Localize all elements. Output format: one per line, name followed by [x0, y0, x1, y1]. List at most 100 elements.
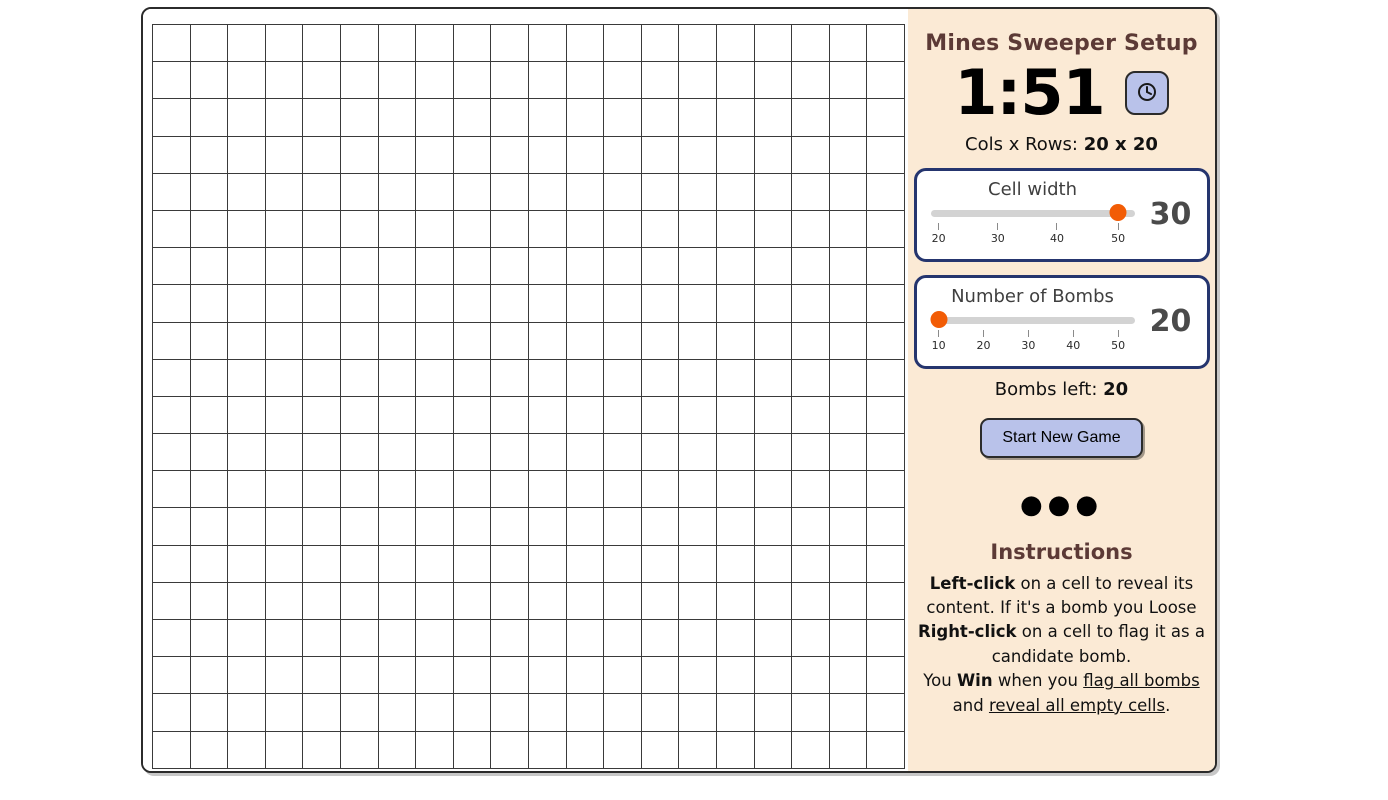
mine-cell[interactable]	[416, 396, 454, 435]
mine-cell[interactable]	[265, 582, 304, 620]
mine-cell[interactable]	[416, 25, 454, 63]
mine-cell[interactable]	[716, 62, 755, 100]
mine-cell[interactable]	[679, 285, 717, 323]
mine-cell[interactable]	[604, 62, 642, 100]
bombs-count-knob[interactable]	[930, 311, 948, 328]
mine-cell[interactable]	[228, 508, 266, 546]
bombs-count-slider[interactable]	[930, 311, 1135, 328]
mine-cell[interactable]	[792, 136, 830, 174]
mine-cell[interactable]	[416, 508, 454, 546]
mine-cell[interactable]	[867, 285, 905, 323]
mine-cell[interactable]	[566, 545, 605, 583]
mine-cell[interactable]	[754, 657, 793, 695]
mine-cell[interactable]	[453, 173, 492, 211]
mine-cell[interactable]	[829, 359, 868, 397]
mine-cell[interactable]	[829, 248, 868, 286]
mine-cell[interactable]	[453, 248, 492, 286]
mine-cell[interactable]	[867, 248, 905, 286]
mine-cell[interactable]	[228, 99, 266, 137]
mine-cell[interactable]	[641, 396, 680, 435]
mine-cell[interactable]	[792, 99, 830, 137]
mine-cell[interactable]	[754, 210, 793, 249]
mine-cell[interactable]	[303, 99, 341, 137]
mine-cell[interactable]	[566, 471, 605, 509]
mine-cell[interactable]	[303, 508, 341, 546]
mine-cell[interactable]	[679, 582, 717, 620]
mine-cell[interactable]	[453, 545, 492, 583]
mine-cell[interactable]	[867, 99, 905, 137]
mine-cell[interactable]	[566, 25, 605, 63]
mine-cell[interactable]	[378, 322, 417, 360]
mine-cell[interactable]	[153, 248, 191, 286]
mine-cell[interactable]	[453, 731, 492, 769]
mine-cell[interactable]	[867, 694, 905, 732]
mine-cell[interactable]	[867, 322, 905, 360]
mine-cell[interactable]	[265, 359, 304, 397]
mine-cell[interactable]	[153, 210, 191, 249]
mine-cell[interactable]	[604, 210, 642, 249]
mine-cell[interactable]	[153, 173, 191, 211]
mine-cell[interactable]	[641, 508, 680, 546]
mine-cell[interactable]	[528, 136, 567, 174]
mine-cell[interactable]	[566, 434, 605, 472]
mine-cell[interactable]	[340, 25, 379, 63]
mine-cell[interactable]	[604, 508, 642, 546]
mine-cell[interactable]	[716, 322, 755, 360]
mine-cell[interactable]	[754, 582, 793, 620]
mine-cell[interactable]	[491, 508, 529, 546]
mine-cell[interactable]	[491, 285, 529, 323]
mine-cell[interactable]	[153, 731, 191, 769]
mine-cell[interactable]	[491, 396, 529, 435]
mine-cell[interactable]	[867, 173, 905, 211]
mine-cell[interactable]	[265, 210, 304, 249]
mine-cell[interactable]	[566, 99, 605, 137]
mine-cell[interactable]	[190, 285, 229, 323]
mine-cell[interactable]	[754, 471, 793, 509]
mine-cell[interactable]	[453, 99, 492, 137]
mine-cell[interactable]	[416, 620, 454, 658]
mine-cell[interactable]	[829, 136, 868, 174]
mine-cell[interactable]	[528, 508, 567, 546]
mine-cell[interactable]	[265, 285, 304, 323]
mine-cell[interactable]	[491, 545, 529, 583]
mine-cell[interactable]	[153, 359, 191, 397]
mine-cell[interactable]	[153, 99, 191, 137]
mine-cell[interactable]	[716, 25, 755, 63]
mine-cell[interactable]	[716, 136, 755, 174]
mine-cell[interactable]	[792, 620, 830, 658]
mine-cell[interactable]	[453, 657, 492, 695]
mine-cell[interactable]	[528, 99, 567, 137]
mine-cell[interactable]	[378, 545, 417, 583]
mine-cell[interactable]	[340, 731, 379, 769]
mine-cell[interactable]	[453, 434, 492, 472]
mine-cell[interactable]	[491, 173, 529, 211]
mine-cell[interactable]	[303, 620, 341, 658]
mine-cell[interactable]	[378, 582, 417, 620]
mine-cell[interactable]	[566, 136, 605, 174]
mine-cell[interactable]	[303, 582, 341, 620]
mine-cell[interactable]	[265, 545, 304, 583]
mine-cell[interactable]	[416, 210, 454, 249]
mine-cell[interactable]	[453, 210, 492, 249]
mine-cell[interactable]	[792, 545, 830, 583]
mine-cell[interactable]	[528, 396, 567, 435]
mine-cell[interactable]	[604, 99, 642, 137]
mine-cell[interactable]	[190, 694, 229, 732]
mine-cell[interactable]	[491, 620, 529, 658]
mine-cell[interactable]	[340, 248, 379, 286]
mine-cell[interactable]	[340, 508, 379, 546]
mine-cell[interactable]	[340, 396, 379, 435]
mine-cell[interactable]	[340, 62, 379, 100]
mine-cell[interactable]	[716, 508, 755, 546]
mine-cell[interactable]	[641, 471, 680, 509]
mine-cell[interactable]	[153, 25, 191, 63]
mine-cell[interactable]	[829, 657, 868, 695]
mine-cell[interactable]	[604, 173, 642, 211]
mine-cell[interactable]	[416, 136, 454, 174]
mine-cell[interactable]	[792, 248, 830, 286]
mine-cell[interactable]	[566, 508, 605, 546]
mine-cell[interactable]	[228, 62, 266, 100]
mine-cell[interactable]	[528, 210, 567, 249]
mine-cell[interactable]	[792, 694, 830, 732]
mine-cell[interactable]	[754, 396, 793, 435]
